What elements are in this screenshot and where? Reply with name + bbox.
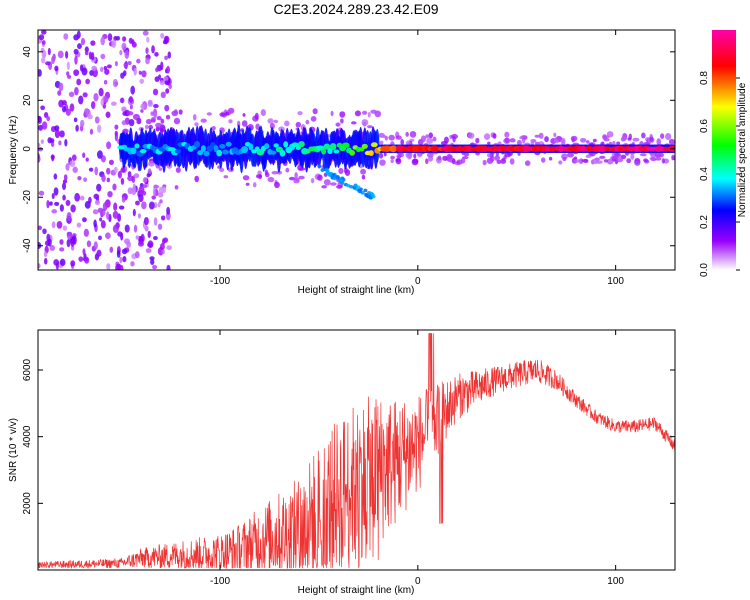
colorbar-ticks: 0.0 0.2 0.4 0.6 0.8 xyxy=(699,71,740,277)
snr-x-tick-label: -100 xyxy=(210,576,230,587)
spectrogram-x-label: Height of straight line (km) xyxy=(298,285,415,296)
spectrogram-y-tick-label: -20 xyxy=(22,190,33,205)
colorbar-tick-label: 0.0 xyxy=(699,263,710,277)
spectrogram-ticks: -100 0 100 -40 -20 0 20 40 xyxy=(22,30,675,287)
spectrogram-y-tick-label: 0 xyxy=(22,146,33,152)
colorbar-tick-label: 0.6 xyxy=(699,119,710,133)
snr-panel: -100 0 100 2000 4000 6000 Height of straight … xyxy=(8,329,676,596)
snr-x-label: Height of straight line (km) xyxy=(298,585,415,596)
spectrogram-panel: -100 0 100 -40 -20 0 20 40 Height of straight l… xyxy=(8,29,676,296)
snr-y-tick-label: 2000 xyxy=(22,492,33,515)
snr-y-tick-label: 6000 xyxy=(22,358,33,381)
spectrogram-x-tick-label: 0 xyxy=(415,276,421,287)
snr-y-tick-label: 4000 xyxy=(22,425,33,448)
colorbar: 0.0 0.2 0.4 0.6 0.8 Normalized spectral ampl… xyxy=(699,30,748,277)
snr-x-tick-label: 100 xyxy=(607,576,624,587)
colorbar-tick-label: 0.2 xyxy=(699,215,710,229)
snr-series-line xyxy=(38,332,675,569)
colorbar-tick-label: 0.8 xyxy=(699,71,710,85)
spectrogram-x-tick-label: -100 xyxy=(210,276,230,287)
colorbar-label: Normalized spectral amplitude xyxy=(737,82,748,217)
spectrogram-y-tick-label: 20 xyxy=(22,94,33,106)
colorbar-tick-label: 0.4 xyxy=(699,167,710,181)
chart-title: C2E3.2024.289.23.42.E09 xyxy=(273,1,438,17)
snr-x-tick-label: 0 xyxy=(415,576,421,587)
snr-ticks: -100 0 100 2000 4000 6000 xyxy=(22,330,675,587)
spectrogram-y-label: Frequency (Hz) xyxy=(8,116,19,185)
snr-frame xyxy=(37,329,676,571)
spectrogram-y-tick-label: -40 xyxy=(22,238,33,253)
spectrogram-frame xyxy=(37,29,676,271)
snr-y-label: SNR (10 * v/v) xyxy=(8,418,19,482)
spectrogram-heatmap xyxy=(38,30,675,270)
spectrogram-y-tick-label: 40 xyxy=(22,46,33,58)
colorbar-gradient xyxy=(712,30,736,270)
spectrogram-x-tick-label: 100 xyxy=(607,276,624,287)
